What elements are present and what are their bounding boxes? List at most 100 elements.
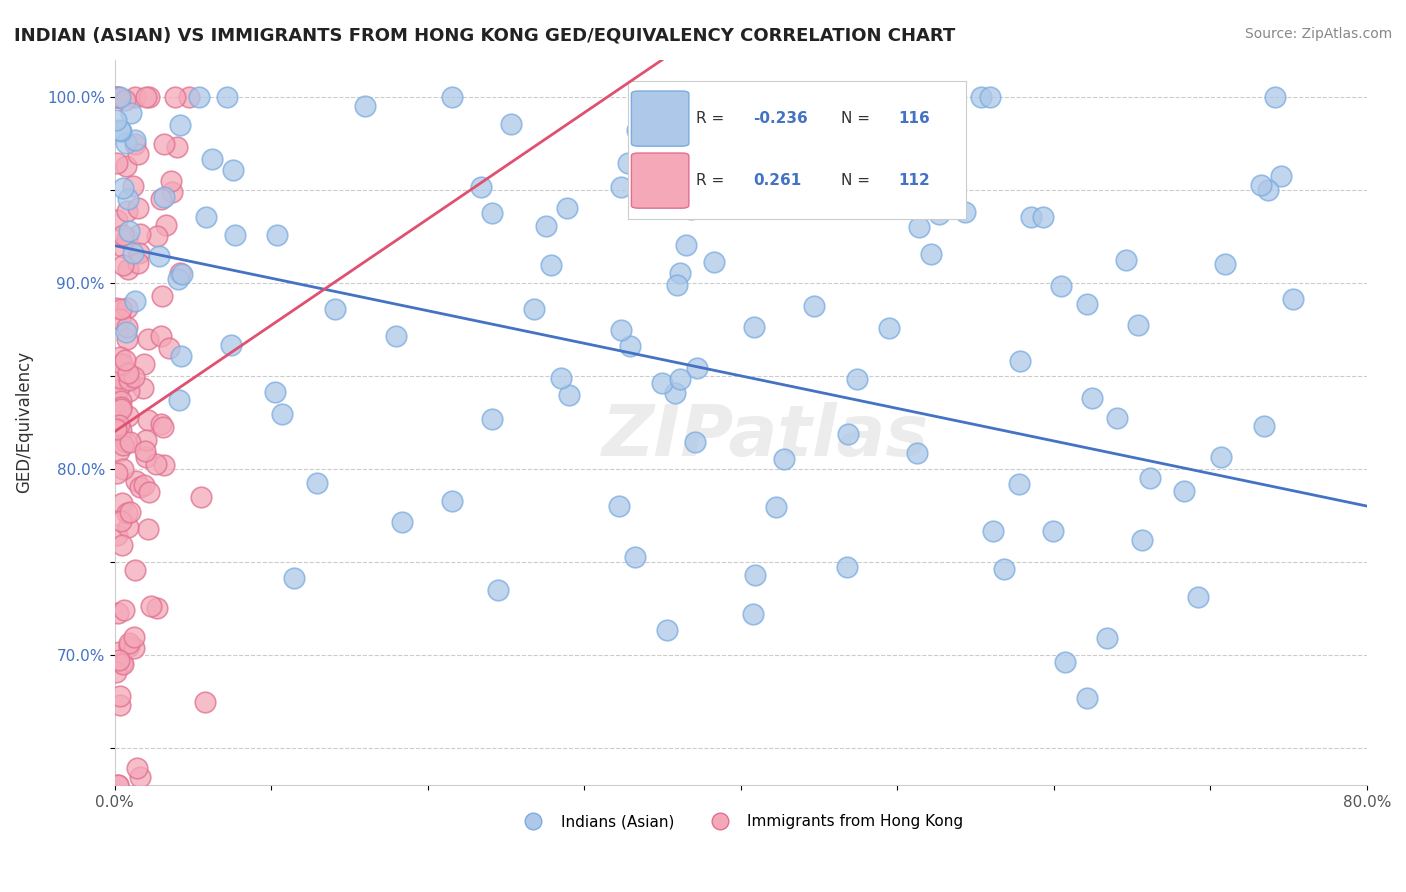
Point	[112, 239, 135, 253]
Point	[122, 630, 145, 644]
Point	[167, 272, 190, 286]
Point	[131, 381, 153, 395]
Point	[107, 653, 129, 667]
Point	[170, 349, 193, 363]
Point	[1049, 279, 1071, 293]
Point	[540, 258, 562, 272]
Point	[114, 93, 136, 107]
Point	[224, 227, 246, 242]
Point	[118, 224, 141, 238]
Point	[845, 372, 868, 386]
Point	[105, 528, 128, 542]
Point	[169, 393, 191, 408]
Point	[675, 238, 697, 252]
Point	[114, 435, 136, 450]
Point	[108, 370, 131, 384]
Point	[112, 180, 135, 194]
Point	[696, 142, 718, 156]
Point	[619, 339, 641, 353]
Point	[115, 301, 138, 315]
Point	[624, 549, 647, 564]
Point	[105, 422, 128, 436]
Point	[651, 376, 673, 390]
Point	[666, 278, 689, 293]
Point	[111, 259, 134, 273]
Point	[1187, 590, 1209, 604]
Point	[555, 202, 578, 216]
Point	[138, 484, 160, 499]
Point	[111, 657, 134, 671]
Point	[124, 136, 146, 151]
Point	[129, 770, 152, 784]
Point	[953, 205, 976, 219]
Point	[112, 462, 135, 476]
Point	[124, 133, 146, 147]
Point	[107, 90, 129, 104]
Point	[107, 444, 129, 458]
Point	[145, 228, 167, 243]
Point	[115, 159, 138, 173]
Point	[108, 312, 131, 326]
Point	[905, 446, 928, 460]
Point	[610, 179, 633, 194]
Point	[908, 220, 931, 235]
Point	[148, 249, 170, 263]
Point	[105, 113, 128, 128]
Point	[384, 329, 406, 343]
Point	[1081, 391, 1104, 405]
Point	[134, 478, 156, 492]
Point	[107, 607, 129, 621]
Point	[127, 256, 149, 270]
Point	[981, 524, 1004, 538]
Point	[115, 506, 138, 520]
Point	[134, 444, 156, 458]
Point	[877, 321, 900, 335]
Point	[1019, 210, 1042, 224]
Point	[117, 366, 139, 380]
Point	[112, 603, 135, 617]
Point	[138, 90, 160, 104]
Point	[110, 514, 132, 528]
Point	[124, 474, 146, 488]
Point	[110, 301, 132, 316]
Point	[105, 301, 128, 316]
Point	[499, 117, 522, 131]
Point	[160, 174, 183, 188]
Point	[217, 90, 239, 104]
Point	[149, 329, 172, 343]
Point	[120, 435, 142, 450]
Point	[657, 624, 679, 638]
Point	[135, 450, 157, 465]
Point	[550, 371, 572, 385]
Point	[441, 90, 464, 104]
Point	[440, 494, 463, 508]
Point	[166, 140, 188, 154]
Point	[153, 458, 176, 473]
Point	[523, 302, 546, 317]
Point	[107, 778, 129, 792]
Point	[115, 136, 138, 150]
Point	[626, 123, 648, 137]
Point	[108, 698, 131, 713]
Point	[124, 90, 146, 104]
Point	[105, 388, 128, 402]
Point	[111, 357, 134, 371]
Point	[146, 601, 169, 615]
Point	[179, 90, 201, 104]
Point	[837, 426, 859, 441]
Point	[703, 254, 725, 268]
Point	[110, 401, 132, 416]
Point	[153, 190, 176, 204]
Point	[195, 210, 218, 224]
Point	[105, 90, 128, 104]
Point	[135, 434, 157, 448]
Point	[111, 438, 134, 452]
Point	[108, 418, 131, 433]
Point	[558, 388, 581, 402]
Point	[117, 262, 139, 277]
Point	[105, 156, 128, 170]
Point	[124, 294, 146, 309]
Point	[128, 246, 150, 260]
Point	[110, 393, 132, 408]
Point	[1139, 471, 1161, 485]
